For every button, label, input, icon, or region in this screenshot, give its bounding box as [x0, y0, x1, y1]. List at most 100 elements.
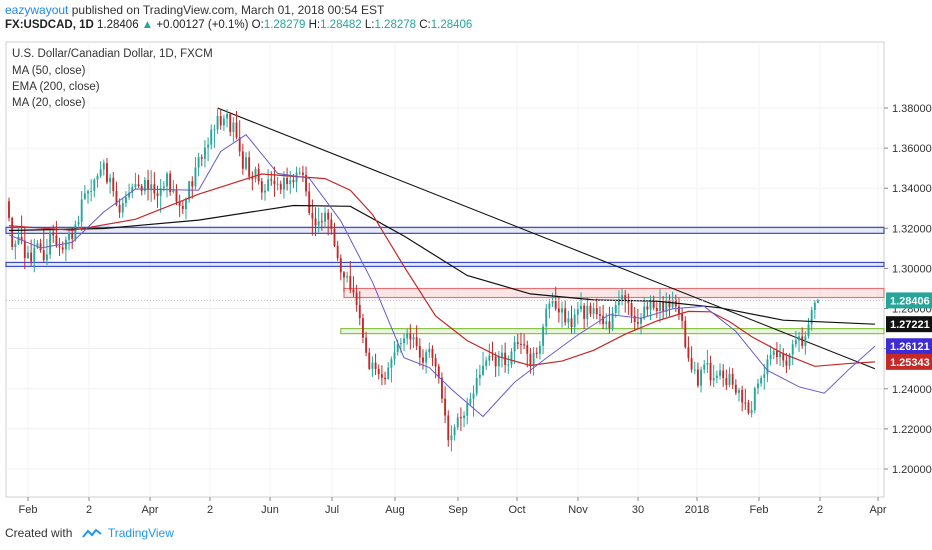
candle-body	[428, 348, 431, 353]
candle-body	[118, 204, 121, 213]
ema200-line	[8, 204, 875, 325]
candle-body	[131, 187, 134, 193]
candle-body	[333, 228, 336, 246]
candle-body	[788, 354, 791, 366]
candle-body	[475, 377, 478, 394]
candle-body	[153, 184, 156, 194]
candle-body	[671, 299, 674, 308]
candle-body	[624, 295, 627, 300]
candle-body	[456, 417, 459, 428]
candle-body	[605, 321, 608, 325]
candle-body	[662, 302, 665, 312]
candle-body	[346, 276, 349, 278]
author-link[interactable]: eazywayout	[5, 3, 69, 17]
x-tick-label: Feb	[19, 504, 38, 516]
candle-body	[630, 303, 633, 316]
candle-body	[595, 308, 598, 315]
candle-body	[804, 336, 807, 346]
price-tags: 1.28406 1.27221 1.26121 1.25343	[886, 292, 932, 370]
legend-ema200[interactable]: EMA (200, close)	[12, 81, 100, 93]
candle-body	[617, 299, 620, 306]
price-tag-label: 1.27221	[890, 319, 930, 331]
candle-body	[39, 243, 42, 251]
candle-body	[314, 218, 317, 226]
published-text: published on TradingView.com, March 01, …	[71, 3, 385, 17]
candle-body	[207, 144, 210, 148]
candle-body	[532, 352, 535, 366]
candle-body	[232, 122, 235, 132]
candle-body	[463, 415, 466, 419]
candle-body	[181, 205, 184, 210]
candle-body	[371, 362, 374, 369]
candle-body	[516, 342, 519, 344]
candle-body	[415, 337, 418, 346]
candle-body	[447, 415, 450, 441]
candle-body	[140, 186, 143, 192]
candle-body	[191, 181, 194, 187]
candle-body	[36, 243, 39, 248]
candle-body	[485, 360, 488, 366]
price-tag	[886, 338, 932, 355]
candle-body	[409, 333, 412, 340]
candle-body	[219, 116, 222, 126]
candle-body	[728, 373, 731, 385]
candle-body	[636, 321, 639, 324]
candle-body	[216, 116, 219, 130]
candle-body	[599, 314, 601, 316]
candle-body	[74, 224, 77, 239]
candle-body	[238, 137, 241, 152]
candle-body	[112, 177, 115, 192]
legend-ma50[interactable]: MA (50, close)	[12, 65, 86, 77]
candle-body	[374, 362, 377, 369]
legend-ma20[interactable]: MA (20, close)	[12, 97, 86, 109]
x-tick-label: Jul	[325, 504, 339, 516]
candle-body	[368, 352, 371, 369]
candle-body	[668, 299, 671, 308]
candle-body	[538, 345, 541, 354]
candle-body	[801, 336, 804, 346]
candle-body	[772, 351, 775, 355]
candle-body	[592, 308, 595, 314]
candle-body	[115, 191, 118, 205]
candle-body	[731, 373, 734, 385]
candle-body	[750, 410, 753, 414]
candle-body	[49, 232, 52, 255]
candle-body	[27, 252, 29, 259]
candle-body	[459, 417, 462, 419]
tradingview-logo-icon	[81, 528, 102, 538]
candle-body	[545, 308, 548, 327]
candle-body	[785, 360, 788, 366]
candle-body	[501, 352, 503, 357]
x-tick-label: 2	[817, 504, 823, 516]
candle-body	[659, 302, 661, 311]
candle-body	[431, 348, 434, 359]
y-axis: 1.380001.360001.340001.320001.300001.280…	[884, 103, 932, 476]
candle-body	[324, 212, 326, 222]
price-change: +0.00127 (+0.1%)	[156, 19, 249, 31]
tradingview-brand-link[interactable]: TradingView	[107, 526, 174, 540]
candle-body	[254, 168, 257, 179]
candle-body	[150, 184, 153, 190]
candle-body	[791, 344, 794, 355]
candle-body	[23, 240, 26, 259]
candle-body	[422, 357, 424, 363]
candle-body	[393, 352, 396, 360]
candle-body	[137, 184, 140, 187]
candle-body	[491, 355, 494, 357]
candle-body	[45, 254, 48, 261]
y-tick-label: 1.32000	[892, 223, 932, 235]
candle-body	[286, 177, 289, 185]
price-tag-label: 1.26121	[890, 341, 930, 353]
candle-body	[580, 305, 582, 310]
candle-body	[349, 276, 352, 290]
candle-body	[712, 377, 715, 381]
price-tag	[886, 353, 932, 370]
candle-body	[766, 359, 769, 375]
candle-body	[614, 305, 617, 313]
candle-body	[17, 236, 20, 244]
candle-body	[172, 189, 175, 193]
footer: Created with TradingView	[5, 526, 174, 540]
candle-body	[715, 375, 718, 378]
candle-body	[437, 366, 440, 378]
